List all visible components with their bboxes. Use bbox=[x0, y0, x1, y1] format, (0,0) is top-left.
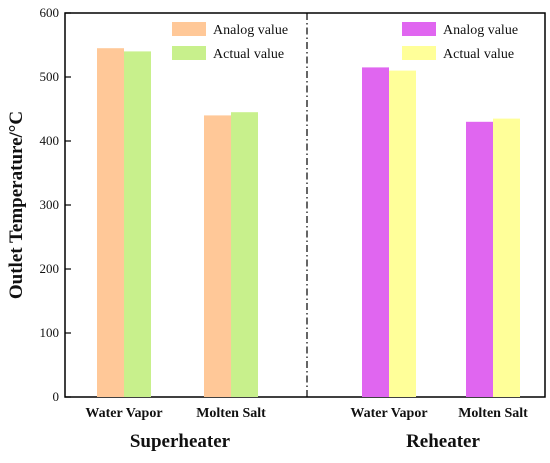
bar-reheater-actual-value bbox=[493, 118, 520, 397]
legend-swatch bbox=[172, 22, 206, 36]
y-tick-label: 100 bbox=[40, 325, 60, 340]
bar-superheater-analog-value bbox=[204, 115, 231, 398]
legend-label: Actual value bbox=[443, 47, 514, 62]
legend-swatch bbox=[172, 46, 206, 60]
group-label: Superheater bbox=[130, 431, 231, 452]
group-label: Reheater bbox=[406, 431, 480, 452]
legend-label: Analog value bbox=[443, 23, 518, 38]
y-tick-label: 200 bbox=[40, 261, 60, 276]
x-category-label: Water Vapor bbox=[350, 406, 427, 421]
bar-superheater-analog-value bbox=[97, 48, 124, 397]
bar-reheater-analog-value bbox=[362, 67, 389, 398]
bar-reheater-actual-value bbox=[389, 70, 416, 397]
y-tick-label: 0 bbox=[53, 389, 60, 404]
legend-swatch bbox=[402, 22, 436, 36]
y-tick-label: 300 bbox=[40, 197, 60, 212]
y-tick-label: 500 bbox=[40, 69, 60, 84]
x-category-label: Molten Salt bbox=[458, 406, 528, 421]
y-tick-label: 600 bbox=[40, 5, 60, 20]
legend-label: Analog value bbox=[213, 23, 288, 38]
bar-superheater-actual-value bbox=[124, 51, 151, 398]
x-category-label: Water Vapor bbox=[85, 406, 162, 421]
y-axis-label: Outlet Temperature/°C bbox=[6, 111, 27, 299]
bar-superheater-actual-value bbox=[231, 112, 258, 397]
x-category-label: Molten Salt bbox=[196, 406, 266, 421]
y-tick-label: 400 bbox=[40, 133, 60, 148]
legend-label: Actual value bbox=[213, 47, 284, 62]
bar-reheater-analog-value bbox=[466, 121, 493, 398]
legend-swatch bbox=[402, 46, 436, 60]
